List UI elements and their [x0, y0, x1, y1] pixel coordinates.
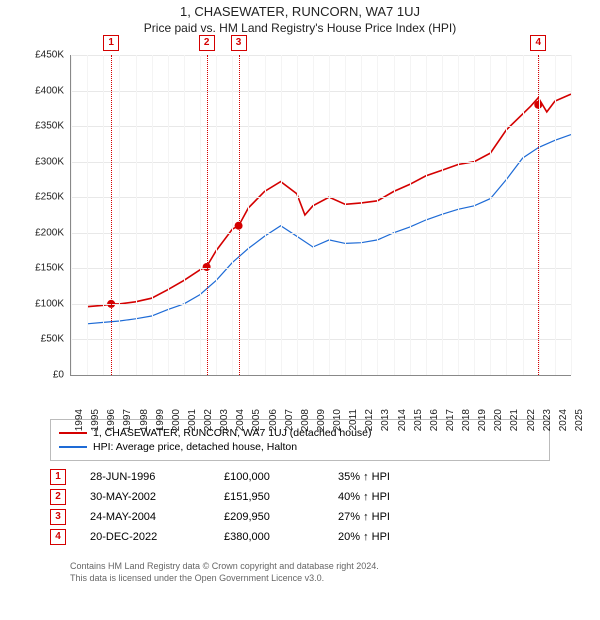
transaction-price: £100,000: [224, 471, 314, 483]
x-axis-label: 2017: [445, 409, 456, 431]
y-axis-label: £350K: [20, 121, 64, 132]
transaction-hpi-delta: 35% ↑ HPI: [338, 471, 550, 483]
x-axis-label: 2008: [300, 409, 311, 431]
x-axis-label: 2003: [219, 409, 230, 431]
x-axis-label: 2013: [380, 409, 391, 431]
transaction-index: 4: [50, 529, 66, 545]
x-axis-label: 1996: [106, 409, 117, 431]
x-axis-label: 2015: [413, 409, 424, 431]
x-axis-label: 2011: [348, 409, 359, 431]
x-axis-label: 2019: [477, 409, 488, 431]
chart-outer: 1234 £0 £50K £100K £150K £200K £250K £300K £350…: [20, 45, 580, 415]
y-axis-label: £150K: [20, 263, 64, 274]
x-axis-label: 2025: [574, 409, 585, 431]
x-axis-label: 1995: [90, 409, 101, 431]
x-axis-label: 2018: [461, 409, 472, 431]
x-axis-label: 1998: [139, 409, 150, 431]
transaction-date: 24-MAY-2004: [90, 511, 200, 523]
transaction-row: 3 24-MAY-2004 £209,950 27% ↑ HPI: [50, 507, 550, 527]
y-axis-label: £0: [20, 370, 64, 381]
y-axis-label: £250K: [20, 192, 64, 203]
transaction-price: £151,950: [224, 491, 314, 503]
transaction-marker: 4: [530, 35, 546, 51]
transactions-table: 1 28-JUN-1996 £100,000 35% ↑ HPI 2 30-MAY-200…: [50, 467, 550, 547]
chart-title: 1, CHASEWATER, RUNCORN, WA7 1UJ: [0, 0, 600, 19]
x-axis-label: 1994: [74, 409, 85, 431]
x-axis-label: 2004: [235, 409, 246, 431]
y-axis-label: £400K: [20, 85, 64, 96]
legend-item-hpi: HPI: Average price, detached house, Halt…: [59, 440, 541, 454]
x-axis-label: 2022: [526, 409, 537, 431]
x-axis-label: 2002: [203, 409, 214, 431]
y-axis-label: £450K: [20, 50, 64, 61]
x-axis-label: 2020: [493, 409, 504, 431]
transaction-date: 20-DEC-2022: [90, 531, 200, 543]
transaction-hpi-delta: 27% ↑ HPI: [338, 511, 550, 523]
plot-area: 1234: [70, 55, 571, 376]
transaction-row: 4 20-DEC-2022 £380,000 20% ↑ HPI: [50, 527, 550, 547]
y-axis-label: £300K: [20, 156, 64, 167]
transaction-marker: 1: [103, 35, 119, 51]
transaction-date: 28-JUN-1996: [90, 471, 200, 483]
legend-swatch: [59, 446, 87, 448]
x-axis-label: 2000: [171, 409, 182, 431]
x-axis-label: 2023: [542, 409, 553, 431]
legend-label: 1, CHASEWATER, RUNCORN, WA7 1UJ (detache…: [93, 427, 372, 439]
footer-attribution: Contains HM Land Registry data © Crown c…: [20, 561, 580, 584]
x-axis-label: 2009: [316, 409, 327, 431]
chart-svg: [71, 55, 571, 375]
transaction-hpi-delta: 20% ↑ HPI: [338, 531, 550, 543]
footer-line: This data is licensed under the Open Gov…: [70, 573, 570, 585]
transaction-index: 3: [50, 509, 66, 525]
x-axis-label: 2012: [364, 409, 375, 431]
x-axis-label: 2016: [429, 409, 440, 431]
transaction-price: £380,000: [224, 531, 314, 543]
x-axis-label: 2007: [284, 409, 295, 431]
transaction-index: 1: [50, 469, 66, 485]
transaction-marker: 3: [231, 35, 247, 51]
y-axis-label: £100K: [20, 298, 64, 309]
x-axis-label: 2010: [332, 409, 343, 431]
transaction-hpi-delta: 40% ↑ HPI: [338, 491, 550, 503]
x-axis-label: 2006: [268, 409, 279, 431]
y-axis-label: £200K: [20, 227, 64, 238]
x-axis-label: 2014: [397, 409, 408, 431]
transaction-row: 1 28-JUN-1996 £100,000 35% ↑ HPI: [50, 467, 550, 487]
footer-line: Contains HM Land Registry data © Crown c…: [70, 561, 570, 573]
x-axis-label: 1999: [155, 409, 166, 431]
transaction-index: 2: [50, 489, 66, 505]
x-axis-label: 2024: [558, 409, 569, 431]
chart-subtitle: Price paid vs. HM Land Registry's House …: [0, 19, 600, 35]
y-axis-label: £50K: [20, 334, 64, 345]
transaction-price: £209,950: [224, 511, 314, 523]
transaction-date: 30-MAY-2002: [90, 491, 200, 503]
x-axis-label: 1997: [122, 409, 133, 431]
x-axis-label: 2021: [509, 409, 520, 431]
x-axis-label: 2005: [251, 409, 262, 431]
chart-container: { "title": "1, CHASEWATER, RUNCORN, WA7 …: [0, 0, 600, 620]
transaction-row: 2 30-MAY-2002 £151,950 40% ↑ HPI: [50, 487, 550, 507]
transaction-marker: 2: [199, 35, 215, 51]
legend-swatch: [59, 432, 87, 434]
x-axis-label: 2001: [187, 409, 198, 431]
legend-label: HPI: Average price, detached house, Halt…: [93, 441, 297, 453]
